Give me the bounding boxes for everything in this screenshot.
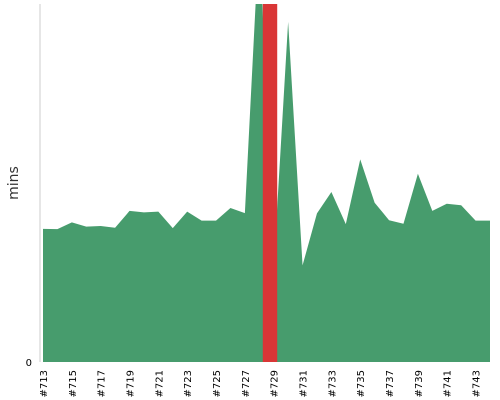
x-tick-label: #725	[212, 370, 223, 397]
y-axis-title: mins	[6, 166, 22, 200]
x-tick-label: #717	[97, 370, 108, 397]
y-tick-label: 0	[26, 358, 32, 369]
x-tick-label: #729	[270, 370, 281, 397]
x-tick-label: #733	[327, 370, 338, 397]
x-tick-label: #743	[472, 370, 483, 397]
x-tick-label: #739	[414, 370, 425, 397]
x-tick-label: #737	[385, 370, 396, 397]
highlighted-build-band[interactable]	[262, 0, 278, 362]
x-tick-label: #741	[443, 370, 454, 397]
x-tick-label: #713	[39, 370, 50, 397]
x-tick-label: #727	[241, 370, 252, 397]
x-tick-label: #719	[126, 370, 137, 397]
x-tick-label: #721	[154, 370, 165, 397]
x-tick-label: #735	[356, 370, 367, 397]
x-tick-label: #723	[183, 370, 194, 397]
x-tick-label: #715	[68, 370, 79, 397]
x-tick-label: #731	[299, 370, 310, 397]
